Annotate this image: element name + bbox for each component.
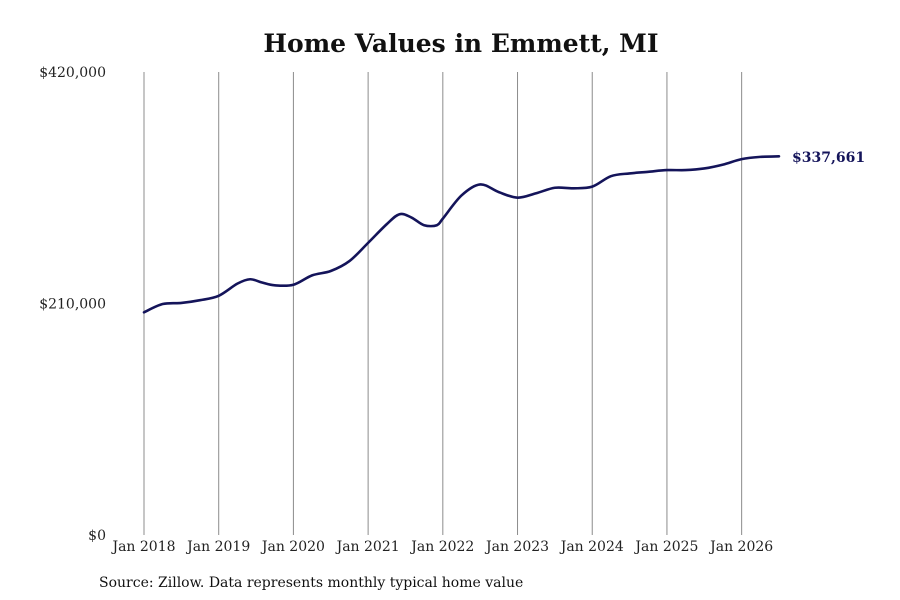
x-tick-label: Jan 2024 [559, 539, 624, 555]
x-tick-label: Jan 2023 [484, 539, 549, 555]
x-tick-label: Jan 2021 [335, 539, 400, 555]
chart-title: Home Values in Emmett, MI [263, 29, 658, 58]
x-tick-label: Jan 2022 [409, 539, 474, 555]
end-value-label: $337,661 [792, 150, 865, 166]
source-note: Source: Zillow. Data represents monthly … [99, 575, 523, 591]
y-axis-ticks: $0 $210,000 $420,000 [39, 65, 106, 544]
y-tick-label: $420,000 [39, 65, 106, 81]
x-tick-label: Jan 2026 [708, 539, 773, 555]
x-tick-label: Jan 2020 [260, 539, 325, 555]
x-tick-label: Jan 2025 [633, 539, 698, 555]
gridlines [143, 72, 743, 535]
y-tick-label: $210,000 [39, 297, 106, 313]
x-axis-ticks: Jan 2018 Jan 2019 Jan 2020 Jan 2021 Jan 2022… [110, 539, 773, 555]
y-tick-label: $0 [88, 528, 106, 544]
x-tick-label: Jan 2019 [185, 539, 250, 555]
series-line [142, 155, 781, 314]
x-tick-label: Jan 2018 [110, 539, 175, 555]
